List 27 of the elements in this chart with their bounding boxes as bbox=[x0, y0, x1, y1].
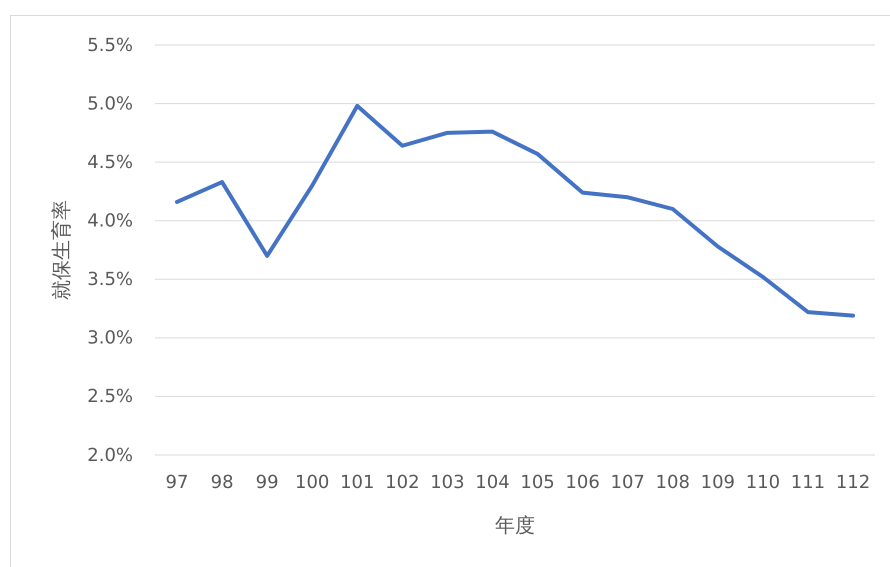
y-tick-label: 3.0% bbox=[87, 328, 133, 349]
y-tick-label: 5.0% bbox=[87, 93, 133, 114]
x-tick-label: 108 bbox=[656, 472, 690, 493]
y-tick-label: 2.5% bbox=[87, 386, 133, 408]
x-tick-label: 105 bbox=[520, 472, 555, 493]
x-tick-label: 104 bbox=[475, 472, 510, 493]
y-tick-label: 4.5% bbox=[87, 152, 133, 173]
x-tick-label: 98 bbox=[210, 472, 234, 493]
y-tick-label: 3.5% bbox=[87, 269, 133, 290]
x-tick-label: 106 bbox=[565, 472, 600, 493]
x-tick-label: 103 bbox=[430, 472, 465, 493]
y-axis-title: 就保生育率 bbox=[49, 200, 73, 300]
x-tick-label: 97 bbox=[166, 472, 188, 493]
x-tick-label: 101 bbox=[340, 472, 374, 493]
x-tick-label: 99 bbox=[256, 472, 279, 493]
line-series bbox=[175, 104, 855, 318]
y-tick-label: 2.0% bbox=[87, 444, 133, 466]
x-tick-label: 102 bbox=[385, 472, 420, 493]
x-tick-label: 112 bbox=[836, 472, 870, 493]
x-tick-label: 107 bbox=[610, 472, 645, 493]
x-tick-label: 100 bbox=[295, 472, 330, 493]
x-tick-label: 110 bbox=[746, 472, 780, 493]
x-tick-label: 111 bbox=[790, 472, 826, 493]
x-axis-title: 年度 bbox=[495, 513, 535, 537]
x-tick-label: 109 bbox=[700, 472, 735, 493]
y-tick-label: 5.5% bbox=[87, 34, 133, 56]
y-tick-label: 4.0% bbox=[87, 210, 133, 232]
